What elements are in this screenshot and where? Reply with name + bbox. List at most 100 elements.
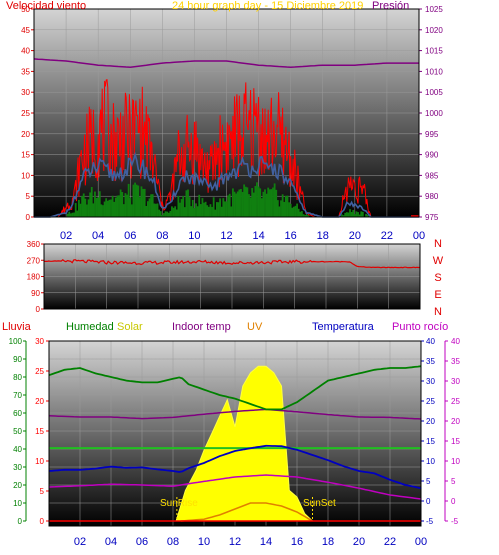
humidity-tick-label: 10	[13, 499, 22, 508]
sunrise-label: SunRise	[160, 498, 198, 509]
temperature-axis: -5 0 5 10 15 20 25 30 35 40	[421, 337, 435, 526]
rain-tick-label: 15	[35, 427, 44, 436]
direction-tick-label: 180	[27, 273, 41, 282]
direction-tick-label: 90	[31, 289, 40, 298]
pressure-tick-label: 1015	[425, 47, 443, 56]
wind-tick-label: 40	[21, 47, 30, 56]
humidity-tick-label: 30	[13, 463, 22, 472]
compass-label: S	[434, 272, 441, 284]
temperature-tick-label: 25	[426, 397, 435, 406]
temperature-outer-tick-label: 40	[451, 337, 460, 346]
pressure-tick-label: 1005	[425, 88, 443, 97]
wind-tick-label: 0	[26, 213, 31, 222]
wind-speed-line	[34, 79, 419, 218]
direction-tick-label: 360	[27, 240, 41, 249]
wind-tick-label: 20	[21, 130, 30, 139]
temperature-tick-label: 20	[426, 417, 435, 426]
direction-panel-grid	[44, 244, 420, 309]
temperature-tick-label: 10	[426, 457, 435, 466]
rain-tick-label: 25	[35, 367, 44, 376]
direction-panel-frame	[43, 243, 421, 310]
humidity-tick-label: 50	[13, 427, 22, 436]
wind-panel-time-axis: 02 04 06 08 10 12 14 16 18 20 22 00	[60, 230, 425, 242]
rain-tick-label: 20	[35, 397, 44, 406]
pressure-tick-label: 985	[425, 171, 439, 180]
weather-panel-series	[48, 365, 422, 522]
wind-panel-series	[33, 58, 419, 218]
temperature-outer-tick-label: 20	[451, 417, 460, 426]
pressure-line	[33, 58, 419, 68]
time-tick-label: 18	[322, 536, 334, 548]
compass-label: W	[433, 255, 444, 267]
direction-tick-label: 0	[36, 305, 41, 314]
time-tick-label: 08	[156, 230, 168, 242]
wind-tick-label: 45	[21, 26, 30, 35]
time-tick-label: 12	[220, 230, 232, 242]
time-tick-label: 08	[167, 536, 179, 548]
humidity-tick-label: 20	[13, 481, 22, 490]
solar-area	[175, 365, 314, 522]
wind-panel-frame	[33, 8, 420, 218]
indoor-temp-line	[48, 408, 422, 420]
time-tick-label: 14	[260, 536, 272, 548]
legend-dewpoint: Punto rocío	[392, 321, 448, 333]
temperature-tick-label: 40	[426, 337, 435, 346]
humidity-axis: 0 10 20 30 40 50 60 70 80 90 100	[9, 337, 27, 526]
wind-tick-label: 25	[21, 109, 30, 118]
time-tick-label: 20	[349, 230, 361, 242]
temperature-line	[48, 444, 422, 490]
wind-speed-axis: 0 5 10 15 20 25 30 35 40 45 50	[21, 5, 35, 222]
direction-degree-axis: 0 90 180 270 360	[27, 240, 45, 314]
wind-tick-label: 30	[21, 88, 30, 97]
pressure-tick-label: 975	[425, 213, 439, 222]
humidity-line	[48, 365, 422, 411]
humidity-tick-label: 40	[13, 445, 22, 454]
direction-tick-label: 270	[27, 256, 41, 265]
graph-title: 24 hour graph day - 15 Diciembre 2019	[172, 0, 363, 12]
compass-label: N	[434, 238, 442, 250]
wind-average-line	[34, 151, 419, 218]
time-tick-label: 06	[136, 536, 148, 548]
humidity-tick-label: 0	[18, 517, 23, 526]
dewpoint-line	[48, 474, 422, 500]
weather-panel-frame	[48, 340, 422, 527]
legend-uv: UV	[247, 321, 263, 333]
temperature-outer-tick-label: 5	[451, 477, 456, 486]
temperature-outer-tick-label: 30	[451, 377, 460, 386]
temperature-outer-tick-label: 0	[451, 497, 456, 506]
compass-label: E	[434, 289, 441, 301]
time-tick-label: 18	[317, 230, 329, 242]
temperature-outer-tick-label: 35	[451, 357, 460, 366]
time-tick-label: 04	[105, 536, 117, 548]
time-tick-label: 02	[60, 230, 72, 242]
wind-tick-label: 35	[21, 67, 30, 76]
humidity-tick-label: 100	[9, 337, 23, 346]
pressure-title: Presión	[372, 0, 409, 12]
temperature-tick-label: 5	[426, 477, 431, 486]
pressure-tick-label: 980	[425, 192, 439, 201]
rain-axis: 0 5 10 15 20 25 30	[35, 337, 49, 526]
pressure-tick-label: 1020	[425, 26, 443, 35]
direction-panel-series	[43, 259, 420, 269]
pressure-tick-label: 1010	[425, 67, 443, 76]
temperature-tick-label: 0	[426, 497, 431, 506]
humidity-tick-label: 70	[13, 391, 22, 400]
humidity-tick-label: 80	[13, 373, 22, 382]
pressure-tick-label: 990	[425, 151, 439, 160]
time-tick-label: 12	[229, 536, 241, 548]
temperature-outer-tick-label: 15	[451, 437, 460, 446]
temperature-tick-label: 35	[426, 357, 435, 366]
time-tick-label: 04	[92, 230, 104, 242]
weather-panel-time-axis: 02 04 06 08 10 12 14 16 18 20 22 00	[74, 536, 427, 548]
temperature-outer-tick-label: 10	[451, 457, 460, 466]
temperature-outer-tick-label: 25	[451, 397, 460, 406]
time-tick-label: 06	[124, 230, 136, 242]
rain-tick-label: 10	[35, 457, 44, 466]
wind-tick-label: 50	[21, 5, 30, 14]
wind-tick-label: 10	[21, 171, 30, 180]
time-tick-label: 16	[285, 230, 297, 242]
rain-tick-label: 30	[35, 337, 44, 346]
temperature-tick-label: 15	[426, 437, 435, 446]
